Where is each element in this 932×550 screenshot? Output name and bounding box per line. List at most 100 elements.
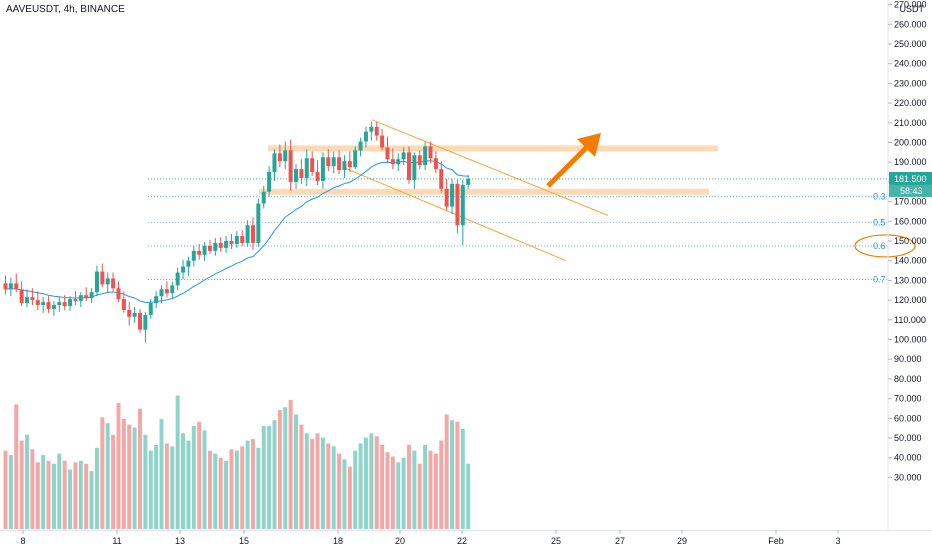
volume-bar	[41, 455, 46, 529]
volume-bar	[385, 452, 390, 529]
price-tick-label: 50.000	[894, 433, 922, 443]
candle	[116, 281, 121, 303]
last-price-bg	[889, 171, 932, 185]
candle	[288, 139, 293, 191]
price-tick-label: 170.000	[894, 197, 927, 207]
candle	[57, 297, 62, 312]
price-tick-label: 260.000	[894, 19, 927, 29]
price-axis[interactable]: 30.000 40.000 50.000 60.000 70.000 80.000 90.0…	[887, 0, 927, 530]
volume-bar	[181, 433, 186, 529]
candle	[272, 149, 277, 181]
candle-body	[30, 297, 35, 301]
candle	[186, 256, 191, 277]
candle-body	[380, 135, 385, 148]
candle-body	[256, 203, 261, 243]
volume-bar	[412, 450, 417, 529]
volume-bar	[207, 450, 212, 529]
candle	[299, 159, 304, 184]
volume-bar	[121, 418, 126, 529]
candle	[342, 155, 347, 178]
candle	[3, 275, 8, 295]
candle	[30, 288, 35, 306]
volume-bar	[229, 449, 234, 529]
candle-body	[294, 169, 299, 182]
candle	[433, 151, 438, 174]
candle	[121, 291, 126, 313]
candle-body	[197, 250, 202, 255]
candle	[35, 291, 40, 310]
price-tick-label: 60.000	[894, 413, 922, 423]
countdown-label: 58:43	[900, 186, 923, 196]
price-tick-label: 40.000	[894, 453, 922, 463]
volume-bar	[310, 439, 315, 529]
price-tick-label: 200.000	[894, 138, 927, 148]
candle-body	[73, 299, 78, 302]
price-tick-label: 210.000	[894, 118, 927, 128]
candle	[51, 301, 56, 316]
candle-body	[175, 272, 180, 286]
volume-bar	[213, 453, 218, 529]
candle-body	[460, 184, 465, 226]
volume-bar	[337, 453, 342, 529]
price-tick-label: 100.000	[894, 335, 927, 345]
volume-bar	[358, 443, 363, 529]
candle-body	[116, 288, 121, 300]
volume-bar	[267, 426, 272, 529]
candle	[261, 185, 266, 209]
volume-bar	[363, 437, 368, 529]
candle-body	[234, 236, 239, 244]
time-tick-label: Feb	[768, 536, 784, 546]
candle-body	[191, 250, 196, 261]
candle	[380, 128, 385, 151]
time-tick-label: 8	[20, 536, 25, 546]
volume-bar	[191, 426, 196, 529]
fib-level-label: 0.7	[873, 274, 886, 284]
candle	[154, 291, 159, 308]
volume-bar	[218, 457, 223, 529]
volume-bar	[439, 440, 444, 529]
candle-body	[14, 283, 19, 290]
candle	[450, 178, 455, 215]
volume-bar	[444, 414, 449, 529]
volume-bar	[68, 469, 73, 529]
candle-body	[396, 159, 401, 165]
candle	[460, 179, 465, 245]
candle-body	[164, 289, 169, 294]
candle	[337, 150, 342, 175]
candle-body	[105, 278, 110, 285]
candle	[423, 141, 428, 171]
time-tick-label: 11	[112, 536, 121, 546]
candle-body	[46, 302, 51, 309]
volume-bar	[14, 404, 19, 529]
fib-highlight-circle	[854, 234, 916, 258]
candle-body	[455, 183, 460, 226]
volume-bar	[57, 453, 62, 529]
volume-bar	[417, 463, 422, 529]
time-axis[interactable]: 8 11 13 15 18 20 22 25 27 29 Feb 3	[0, 530, 932, 546]
volume-bar	[25, 434, 30, 529]
candle	[428, 141, 433, 164]
candle-body	[148, 303, 153, 315]
candle	[170, 281, 175, 300]
candle-body	[428, 146, 433, 159]
candle-body	[57, 302, 62, 306]
candle-body	[218, 242, 223, 248]
time-tick-label: 29	[677, 536, 687, 546]
candle	[46, 296, 51, 313]
volume-bar	[261, 426, 266, 529]
candle	[363, 126, 368, 148]
candle	[396, 153, 401, 172]
time-tick-label: 13	[175, 536, 185, 546]
candle	[294, 164, 299, 189]
volume-bar	[105, 423, 110, 529]
volume-bar	[283, 407, 288, 529]
volume-bar	[288, 399, 293, 529]
candle	[111, 272, 116, 292]
volume-bar	[175, 395, 180, 529]
candle-body	[132, 312, 137, 317]
candle	[148, 299, 153, 319]
last-price-tag: 181.500 58:43	[148, 171, 932, 197]
up-arrow-icon	[546, 133, 601, 188]
volume-bar	[138, 408, 142, 529]
